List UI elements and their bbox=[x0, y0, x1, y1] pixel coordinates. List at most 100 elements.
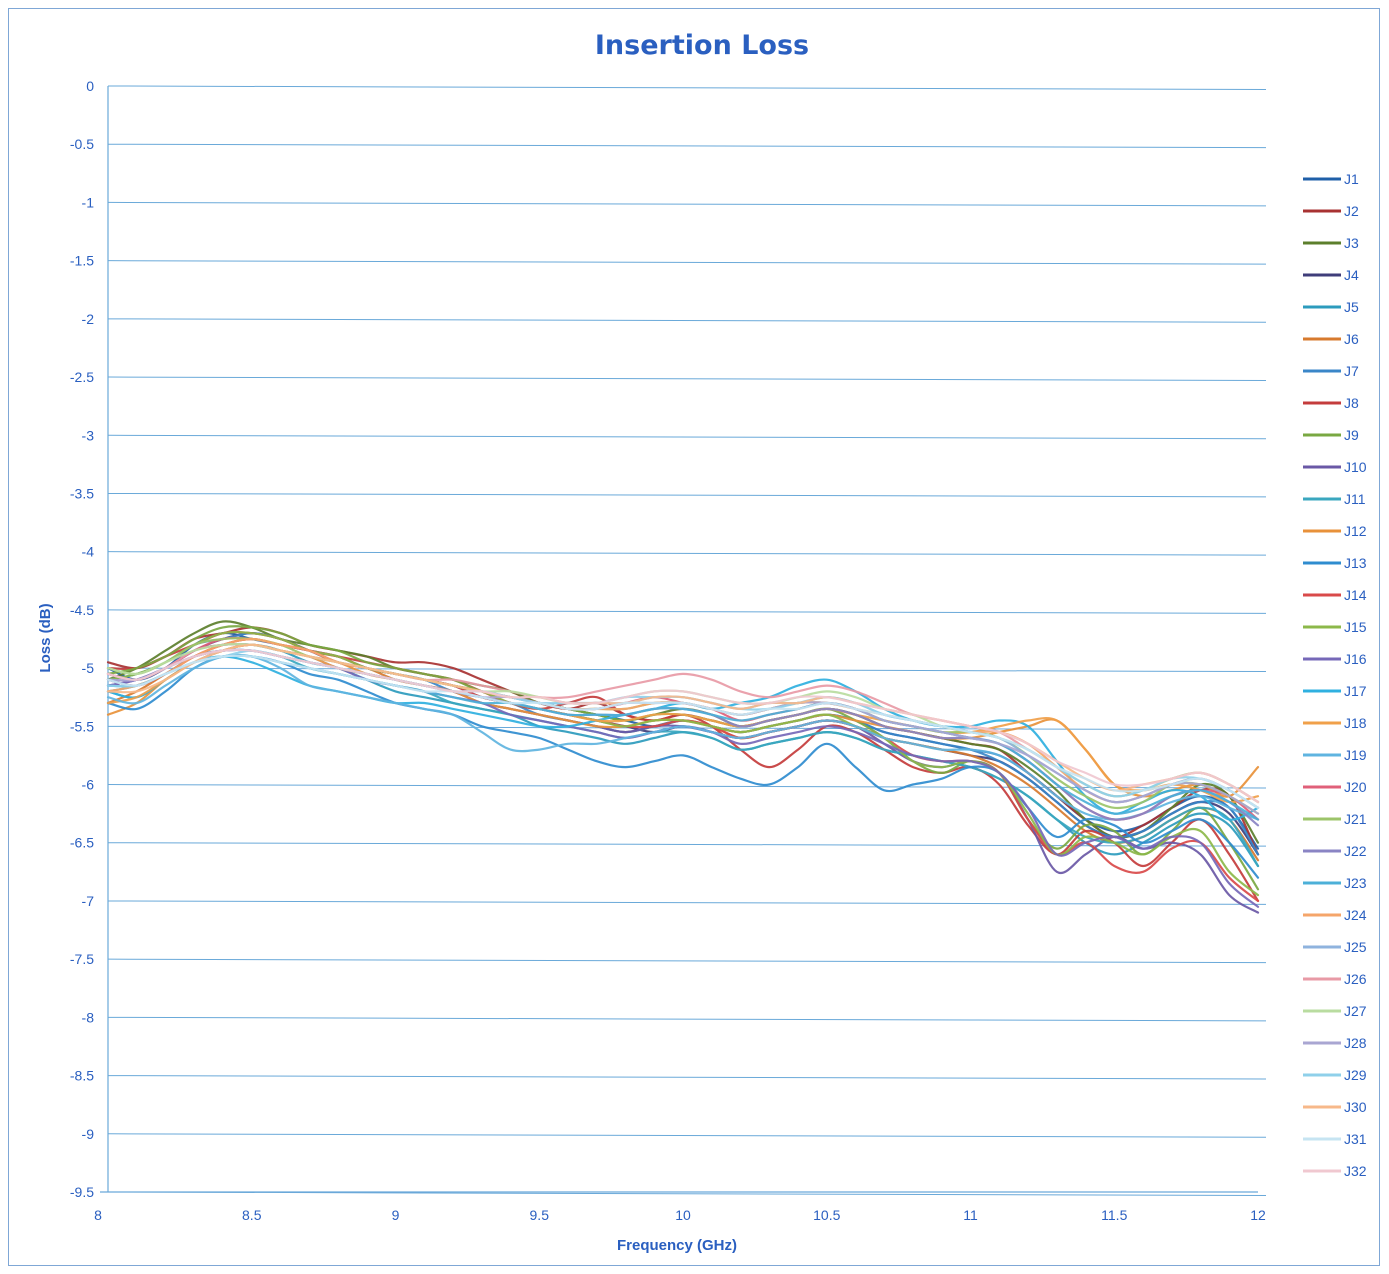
legend-label: J1 bbox=[1344, 171, 1359, 187]
legend-label: J29 bbox=[1344, 1067, 1367, 1083]
legend-label: J8 bbox=[1344, 395, 1359, 411]
y-tick-label: -0.5 bbox=[70, 136, 94, 152]
y-tick-label: -5 bbox=[82, 660, 95, 676]
legend-label: J21 bbox=[1344, 811, 1367, 827]
legend-label: J23 bbox=[1344, 875, 1367, 891]
y-tick-label: 0 bbox=[86, 78, 94, 94]
legend: J1 J2 J3 J4 J5 J6 J7 J8 J9 J10 J11 J12 J13 J14 J15 J16 J… bbox=[1303, 171, 1367, 1179]
series-line-j13 bbox=[106, 654, 1260, 879]
y-gridline bbox=[107, 143, 1267, 149]
x-tick-label: 8 bbox=[94, 1207, 102, 1223]
y-gridline bbox=[107, 376, 1267, 382]
legend-label: J16 bbox=[1344, 651, 1367, 667]
x-tick-label: 9 bbox=[392, 1207, 400, 1223]
series-line-j32 bbox=[106, 648, 1260, 804]
y-gridline bbox=[107, 725, 1267, 731]
legend-label: J32 bbox=[1344, 1163, 1367, 1179]
legend-label: J4 bbox=[1344, 267, 1359, 283]
series-line-j19 bbox=[106, 653, 1260, 821]
y-tick-label: -9 bbox=[82, 1126, 95, 1142]
chart-frame bbox=[8, 8, 1380, 1266]
series-line-j11 bbox=[106, 648, 1260, 868]
y-tick-label: -2 bbox=[82, 311, 95, 327]
y-tick-labels: 0 -0.5 -1 -1.5 -2 -2.5 -3 -3.5 -4 -4.5 -5 -5.5 -6 -6.… bbox=[70, 78, 94, 1200]
legend-label: J27 bbox=[1344, 1003, 1367, 1019]
series-line-j14 bbox=[106, 637, 1260, 902]
y-tick-label: -8 bbox=[82, 1009, 95, 1025]
y-tick-label: -8.5 bbox=[70, 1068, 94, 1084]
legend-label: J3 bbox=[1344, 235, 1359, 251]
grid-lines bbox=[107, 85, 1267, 1196]
y-gridline bbox=[107, 201, 1267, 207]
x-tick-label: 11.5 bbox=[1101, 1207, 1127, 1223]
x-tick-label: 9.5 bbox=[530, 1207, 550, 1223]
legend-label: J19 bbox=[1344, 747, 1367, 763]
y-gridline bbox=[107, 900, 1267, 905]
y-gridline bbox=[107, 784, 1267, 789]
series-line-j4 bbox=[106, 632, 1260, 856]
legend-label: J11 bbox=[1344, 491, 1366, 507]
legend-label: J18 bbox=[1344, 715, 1367, 731]
y-gridline bbox=[107, 492, 1267, 498]
legend-label: J30 bbox=[1344, 1099, 1367, 1115]
y-gridline bbox=[107, 260, 1267, 265]
y-tick-label: -6.5 bbox=[70, 835, 94, 851]
legend-label: J7 bbox=[1344, 363, 1359, 379]
legend-label: J14 bbox=[1344, 587, 1367, 603]
legend-label: J6 bbox=[1344, 331, 1359, 347]
legend-label: J20 bbox=[1344, 779, 1367, 795]
y-gridline bbox=[107, 1133, 1267, 1138]
series-line-j8 bbox=[106, 630, 1260, 902]
y-gridline bbox=[107, 958, 1267, 964]
legend-label: J13 bbox=[1344, 555, 1367, 571]
legend-label: J26 bbox=[1344, 971, 1367, 987]
y-gridline bbox=[107, 318, 1267, 323]
y-tick-label: -7.5 bbox=[70, 951, 94, 967]
y-axis-title: Loss (dB) bbox=[37, 603, 54, 672]
y-gridline bbox=[107, 667, 1267, 673]
x-tick-label: 8.5 bbox=[242, 1207, 262, 1223]
series-lines bbox=[106, 620, 1260, 914]
legend-label: J31 bbox=[1344, 1131, 1367, 1147]
x-tick-label: 10.5 bbox=[813, 1207, 840, 1223]
y-tick-label: -3.5 bbox=[70, 485, 94, 501]
legend-label: J15 bbox=[1344, 619, 1367, 635]
y-tick-label: -1 bbox=[82, 194, 95, 210]
y-gridline bbox=[107, 1075, 1267, 1080]
legend-label: J10 bbox=[1344, 459, 1367, 475]
x-tick-labels: 8 8.5 9 9.5 10 10.5 11 11.5 12 bbox=[94, 1207, 1266, 1223]
y-tick-label: -4.5 bbox=[70, 602, 94, 618]
legend-label: J12 bbox=[1344, 523, 1367, 539]
x-axis-title: Frequency (GHz) bbox=[617, 1237, 737, 1254]
series-line-j30 bbox=[106, 643, 1260, 804]
y-tick-label: -4 bbox=[82, 544, 95, 560]
x-tick-label: 10 bbox=[675, 1207, 691, 1223]
legend-label: J2 bbox=[1344, 203, 1359, 219]
y-tick-label: -9.5 bbox=[70, 1184, 94, 1200]
y-tick-label: -6 bbox=[82, 777, 95, 793]
y-gridline bbox=[107, 551, 1267, 556]
legend-label: J9 bbox=[1344, 427, 1359, 443]
y-tick-label: -2.5 bbox=[70, 369, 94, 385]
legend-label: J25 bbox=[1344, 939, 1367, 955]
y-gridline bbox=[107, 85, 1267, 90]
axes bbox=[100, 86, 1258, 1193]
legend-label: J24 bbox=[1344, 907, 1367, 923]
series-line-j24 bbox=[106, 637, 1260, 809]
series-line-j22 bbox=[106, 648, 1260, 827]
series-line-j9 bbox=[106, 625, 1260, 891]
y-tick-label: -1.5 bbox=[70, 253, 94, 269]
series-line-j31 bbox=[106, 654, 1260, 809]
y-gridline bbox=[107, 434, 1267, 440]
x-tick-label: 11 bbox=[963, 1207, 978, 1223]
series-line-j7 bbox=[106, 632, 1260, 856]
legend-label: J5 bbox=[1344, 299, 1359, 315]
x-tick-label: 12 bbox=[1250, 1207, 1266, 1223]
legend-label: J28 bbox=[1344, 1035, 1367, 1051]
y-gridline bbox=[107, 609, 1267, 614]
y-tick-label: -5.5 bbox=[70, 718, 94, 734]
legend-label: J22 bbox=[1344, 843, 1367, 859]
y-tick-label: -3 bbox=[82, 427, 95, 443]
chart-title: Insertion Loss bbox=[595, 30, 809, 61]
